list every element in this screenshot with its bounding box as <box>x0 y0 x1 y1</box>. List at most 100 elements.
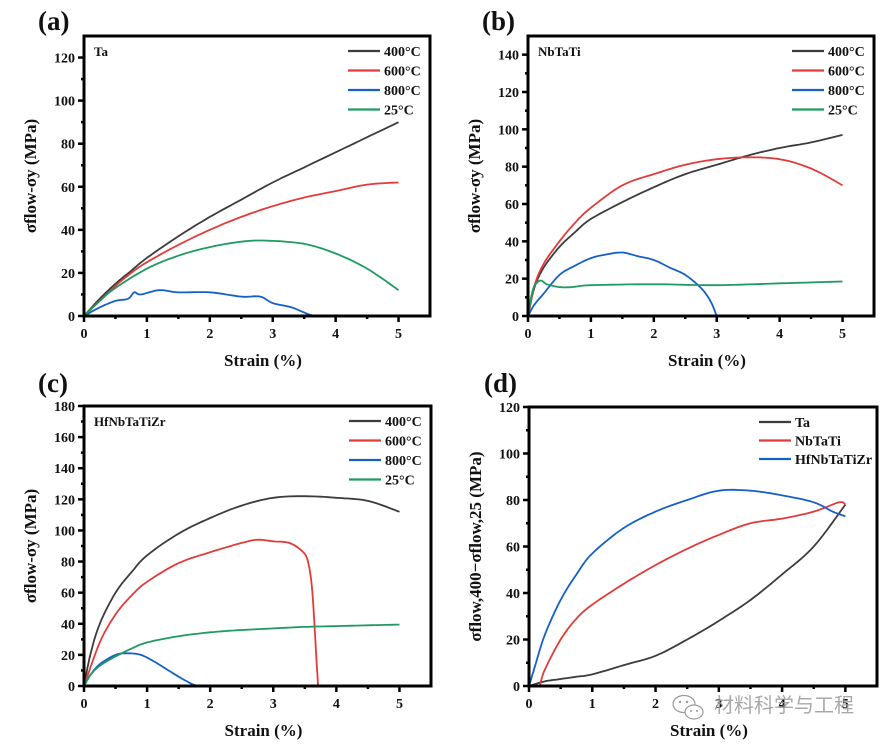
series-line-600c <box>84 538 319 686</box>
y-tick-label: 0 <box>68 310 75 325</box>
legend-label: 400°C <box>385 415 422 430</box>
series-line-800c <box>528 251 718 316</box>
x-tick-label: 4 <box>332 327 339 342</box>
y-tick-label: 0 <box>68 680 75 695</box>
legend-label: 800°C <box>385 454 422 469</box>
y-axis-title: σflow-σy (MPa) <box>21 489 40 603</box>
y-tick-label: 20 <box>61 649 75 664</box>
y-tick-label: 100 <box>499 448 520 463</box>
y-tick-label: 100 <box>498 123 519 138</box>
x-tick-label: 5 <box>395 327 402 342</box>
legend-label: NbTaTi <box>795 435 841 450</box>
y-axis-title: σflow-σy (MPa) <box>465 119 484 233</box>
x-axis-title: Strain (%) <box>668 351 746 370</box>
y-tick-label: 60 <box>61 587 75 602</box>
y-tick-label: 40 <box>61 618 75 633</box>
legend-label: 600°C <box>828 65 865 80</box>
series-line-400c <box>528 134 843 316</box>
y-tick-label: 20 <box>506 634 520 649</box>
series-line-600c <box>528 156 843 316</box>
y-tick-label: 80 <box>61 138 75 153</box>
series-line-400c <box>84 121 399 316</box>
x-tick-label: 1 <box>587 327 594 342</box>
chart-panel-c: (c) 0 1 2 3 4 5 0 20 40 60 80 100 120 140 160 180 Strain … <box>21 368 433 740</box>
x-axis-title: Strain (%) <box>224 351 302 370</box>
x-tick-label: 2 <box>206 327 213 342</box>
legend-label: 400°C <box>384 45 421 60</box>
x-tick-label: 3 <box>715 697 722 712</box>
y-tick-label: 20 <box>505 273 519 288</box>
series-line-600c <box>84 181 399 316</box>
x-tick-label: 0 <box>525 327 532 342</box>
chart-panel-a: (a) 0 1 2 3 4 5 0 20 40 60 80 100 120 Strain (%) σflow-… <box>21 6 432 370</box>
x-tick-label: 1 <box>144 697 151 712</box>
series-line-25c <box>528 279 843 316</box>
y-tick-label: 120 <box>498 86 519 101</box>
legend-label: 800°C <box>828 84 865 99</box>
series-line-800c <box>84 289 321 316</box>
x-tick-label: 4 <box>333 697 340 712</box>
y-tick-label: 0 <box>513 680 520 695</box>
y-tick-label: 60 <box>505 198 519 213</box>
y-tick-label: 40 <box>61 224 75 239</box>
legend-label: 600°C <box>384 65 421 80</box>
x-tick-label: 1 <box>589 697 596 712</box>
inset-material-label: HfNbTaTiZr <box>94 414 166 429</box>
x-axis-title: Strain (%) <box>225 721 303 740</box>
series-line-25c <box>84 623 400 686</box>
y-tick-label: 180 <box>54 400 75 415</box>
y-axis-title: σflow,400−σflow,25 (MPa) <box>466 451 485 641</box>
x-tick-label: 5 <box>396 697 403 712</box>
x-tick-label: 2 <box>650 327 657 342</box>
y-tick-label: 80 <box>61 556 75 571</box>
y-tick-label: 80 <box>506 494 520 509</box>
x-tick-label: 5 <box>842 697 849 712</box>
chart-panel-b: (b) 0 1 2 3 4 5 0 20 40 60 80 100 120 140 Strain (%) σfl… <box>465 6 876 370</box>
y-tick-label: 20 <box>61 267 75 282</box>
x-tick-label: 2 <box>652 697 659 712</box>
x-tick-label: 0 <box>526 697 533 712</box>
y-tick-label: 80 <box>505 161 519 176</box>
y-tick-label: 120 <box>54 493 75 508</box>
y-axis-title: σflow-σy (MPa) <box>21 119 40 233</box>
legend: 400°C 600°C 800°C 25°C <box>348 45 421 119</box>
x-tick-label: 4 <box>779 697 786 712</box>
y-tick-label: 140 <box>54 462 75 477</box>
y-tick-label: 100 <box>54 95 75 110</box>
y-tick-label: 120 <box>499 401 520 416</box>
y-tick-label: 40 <box>506 587 520 602</box>
panel-label: (a) <box>38 6 69 36</box>
y-tick-label: 60 <box>506 541 520 556</box>
x-tick-label: 5 <box>839 327 846 342</box>
legend-label: HfNbTaTiZr <box>795 453 872 468</box>
watermark-text: 材料科学与工程 <box>714 693 854 717</box>
y-tick-label: 160 <box>54 431 75 446</box>
y-tick-label: 100 <box>54 524 75 539</box>
chart-panel-d: (d) 0 1 2 3 4 5 0 20 40 60 80 100 120 Strain (%) σflow,… <box>466 368 879 740</box>
legend-label: 25°C <box>385 474 415 489</box>
plot-frame <box>82 34 432 318</box>
inset-material-label: Ta <box>94 44 108 59</box>
series-line-nbtati <box>538 501 846 686</box>
legend: 400°C 600°C 800°C 25°C <box>349 415 422 489</box>
y-tick-label: 0 <box>512 310 519 325</box>
x-tick-label: 0 <box>81 697 88 712</box>
x-tick-label: 3 <box>269 327 276 342</box>
legend-label: 400°C <box>828 45 865 60</box>
x-tick-label: 4 <box>776 327 783 342</box>
plot-frame <box>526 34 876 318</box>
legend: 400°C 600°C 800°C 25°C <box>792 45 865 119</box>
series-line-800c <box>84 652 198 686</box>
legend: Ta NbTaTi HfNbTaTiZr <box>759 416 872 468</box>
legend-label: 25°C <box>828 104 858 119</box>
y-tick-label: 60 <box>61 181 75 196</box>
y-tick-label: 140 <box>498 49 519 64</box>
legend-label: 600°C <box>385 435 422 450</box>
x-tick-label: 3 <box>270 697 277 712</box>
x-tick-label: 3 <box>713 327 720 342</box>
series-line-hfnbtatizr <box>529 488 846 686</box>
y-tick-label: 40 <box>505 235 519 250</box>
wechat-icon <box>672 694 704 720</box>
x-axis-title: Strain (%) <box>670 721 748 740</box>
legend-label: 25°C <box>384 104 414 119</box>
